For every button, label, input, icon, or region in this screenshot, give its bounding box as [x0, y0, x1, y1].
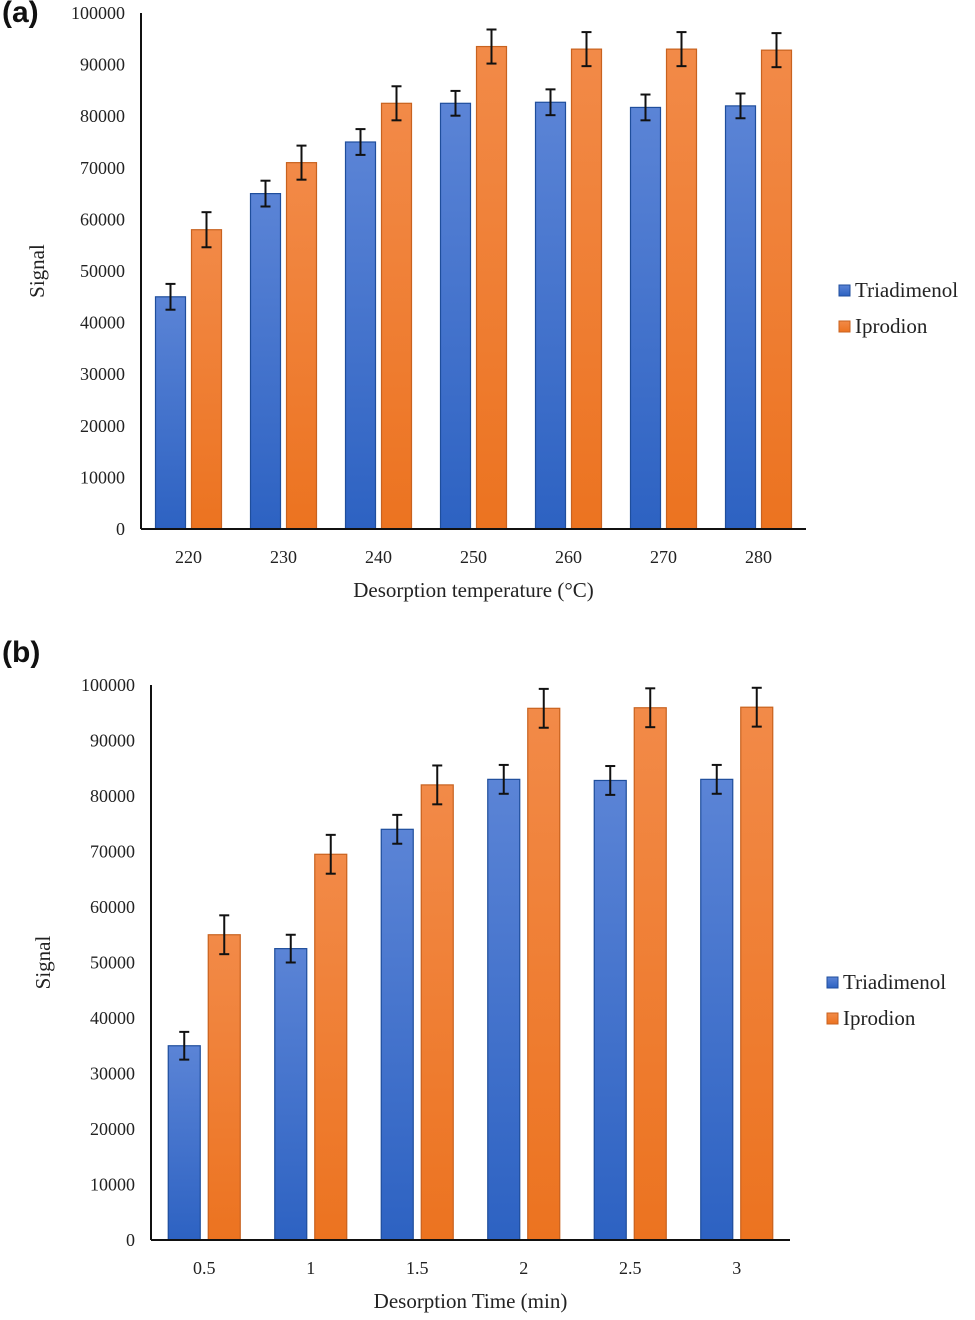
- bar-triadimenol-260: [534, 101, 567, 530]
- bar-triadimenol-240: [344, 141, 377, 530]
- legend-label-triadimenol: Triadimenol: [855, 278, 958, 302]
- bar-iprodion-2: [527, 707, 561, 1241]
- legend-swatch-triadimenol: [838, 284, 851, 297]
- y-tick-label: 60000: [90, 897, 135, 917]
- x-tick-label: 2: [519, 1258, 528, 1278]
- y-axis-title: Signal: [31, 936, 55, 990]
- bar-iprodion-2.5: [633, 707, 667, 1241]
- y-tick-label: 10000: [80, 467, 125, 487]
- bar-triadimenol-0.5: [167, 1045, 201, 1241]
- x-tick-label: 270: [650, 547, 677, 567]
- y-tick-label: 0: [116, 519, 125, 539]
- chart-b-svg: 0 10000 20000 30000 40000 50000 60000 70000 8000…: [31, 675, 946, 1313]
- y-tick-label: 0: [126, 1230, 135, 1250]
- bar-iprodion-250: [475, 45, 508, 530]
- bar-triadimenol-1: [274, 948, 308, 1241]
- bar-iprodion-1.5: [420, 784, 454, 1241]
- x-axis-title: Desorption temperature (°C): [353, 578, 594, 602]
- bar-triadimenol-2.5: [593, 779, 627, 1241]
- y-tick-label: 30000: [90, 1064, 135, 1084]
- x-tick-label: 240: [365, 547, 392, 567]
- x-tick-label: 250: [460, 547, 487, 567]
- y-tick-label: 100000: [81, 675, 135, 695]
- bar-iprodion-260: [570, 48, 603, 530]
- bar-iprodion-0.5: [207, 934, 241, 1241]
- y-tick-label: 100000: [71, 3, 125, 23]
- y-axis-title: Signal: [25, 244, 49, 298]
- bar-triadimenol-270: [629, 106, 662, 530]
- legend-label-iprodion: Iprodion: [855, 314, 928, 338]
- x-tick-label: 230: [270, 547, 297, 567]
- legend-swatch-iprodion: [826, 1012, 839, 1025]
- x-tick-label: 280: [745, 547, 772, 567]
- bar-iprodion-240: [380, 102, 413, 530]
- bar-triadimenol-280: [724, 105, 757, 530]
- y-tick-label: 70000: [80, 158, 125, 178]
- bar-iprodion-230: [285, 162, 318, 530]
- x-tick-label: 220: [175, 547, 202, 567]
- legend-swatch-triadimenol: [826, 976, 839, 989]
- y-tick-label: 90000: [90, 731, 135, 751]
- y-tick-label: 90000: [80, 55, 125, 75]
- x-tick-label: 0.5: [193, 1258, 216, 1278]
- bar-iprodion-280: [760, 49, 793, 530]
- legend-label-iprodion: Iprodion: [843, 1006, 916, 1030]
- y-tick-label: 70000: [90, 842, 135, 862]
- x-tick-label: 1.5: [406, 1258, 429, 1278]
- x-tick-label: 3: [732, 1258, 741, 1278]
- y-tick-label: 50000: [90, 953, 135, 973]
- bar-iprodion-270: [665, 48, 698, 530]
- bar-triadimenol-250: [439, 102, 472, 530]
- legend-swatch-iprodion: [838, 320, 851, 333]
- bar-triadimenol-230: [249, 193, 282, 530]
- y-tick-label: 40000: [80, 313, 125, 333]
- panel-label-b: (b): [2, 636, 41, 669]
- y-tick-label: 80000: [90, 786, 135, 806]
- chart-panel-b: 0 10000 20000 30000 40000 50000 60000 70000 8000…: [0, 636, 975, 1320]
- bar-triadimenol-220: [154, 296, 187, 530]
- bar-iprodion-1: [314, 853, 348, 1241]
- y-tick-label: 30000: [80, 364, 125, 384]
- y-tick-label: 60000: [80, 209, 125, 229]
- y-tick-label: 10000: [90, 1175, 135, 1195]
- y-tick-label: 40000: [90, 1008, 135, 1028]
- bar-triadimenol-1.5: [380, 828, 414, 1241]
- x-axis-title: Desorption Time (min): [374, 1289, 568, 1313]
- panel-label-a: (a): [2, 0, 39, 29]
- y-tick-label: 50000: [80, 261, 125, 281]
- y-tick-label: 80000: [80, 106, 125, 126]
- y-tick-label: 20000: [80, 416, 125, 436]
- bar-iprodion-220: [190, 229, 223, 530]
- bar-triadimenol-3: [700, 778, 734, 1241]
- chart-a-svg: 0 10000 20000 30000 40000 50000 60000 70000 8000…: [25, 3, 958, 602]
- bar-triadimenol-2: [487, 778, 521, 1241]
- bar-iprodion-3: [740, 706, 774, 1241]
- chart-panel-a: 0 10000 20000 30000 40000 50000 60000 70000 8000…: [0, 0, 975, 640]
- x-tick-label: 260: [555, 547, 582, 567]
- x-tick-label: 1: [306, 1258, 315, 1278]
- y-tick-label: 20000: [90, 1119, 135, 1139]
- legend-label-triadimenol: Triadimenol: [843, 970, 946, 994]
- x-tick-label: 2.5: [619, 1258, 642, 1278]
